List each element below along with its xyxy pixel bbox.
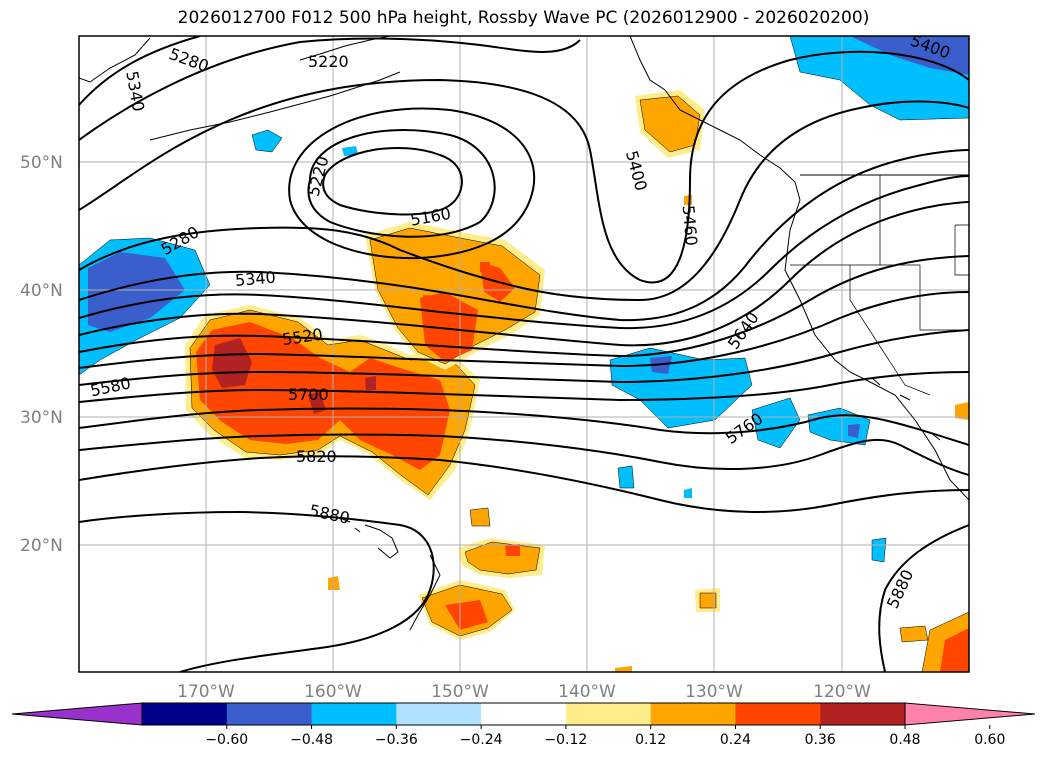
colorbar-tick-label: −0.60 — [205, 732, 248, 748]
contour-label: 5700 — [288, 385, 329, 404]
colorbar-segment — [735, 703, 821, 725]
lon-label: 140°W — [558, 682, 616, 702]
colorbar-segment — [396, 703, 482, 725]
colorbar-tick-label: −0.12 — [544, 732, 587, 748]
colorbar-tick-label: −0.24 — [460, 732, 503, 748]
colorbar: −0.60 −0.48 −0.36 −0.24 −0.12 0.12 0.24 0.36 0.4… — [11, 702, 1036, 748]
colorbar-segment — [820, 703, 906, 725]
colorbar-extend-low — [11, 702, 143, 726]
positive-anomaly-west-strong — [196, 322, 450, 470]
colorbar-segment — [311, 703, 397, 725]
map-plot-area: 5340 5280 5220 5220 5160 5280 5340 5520 … — [79, 36, 969, 672]
lon-label: 160°W — [304, 682, 362, 702]
lon-label: 150°W — [431, 682, 489, 702]
contour-label: 5820 — [296, 447, 337, 466]
lat-label: 50°N — [20, 153, 63, 173]
map-frame — [78, 35, 970, 673]
colorbar-tick-label: −0.48 — [290, 732, 333, 748]
lon-label: 120°W — [813, 682, 871, 702]
contour-label: 5220 — [308, 52, 349, 71]
contour-label: 5340 — [234, 267, 276, 289]
colorbar-segment — [481, 703, 567, 725]
latitude-labels: 50°N 40°N 30°N 20°N — [20, 153, 63, 556]
colorbar-tick-label: 0.12 — [635, 732, 666, 748]
positive-anomaly-west-core — [212, 338, 252, 388]
negative-anomaly-central — [609, 347, 753, 429]
colorbar-tick-label: 0.60 — [974, 732, 1005, 748]
colorbar-tick-label: 0.36 — [805, 732, 836, 748]
colorbar-tick-label: 0.48 — [889, 732, 920, 748]
colorbar-segment — [226, 703, 313, 725]
colorbar-segment — [565, 703, 652, 725]
colorbar-tick-label: 0.24 — [720, 732, 751, 748]
contour-label: 5460 — [679, 204, 701, 246]
colorbar-segment — [650, 703, 736, 725]
lon-label: 130°W — [685, 682, 743, 702]
lat-label: 20°N — [20, 536, 63, 556]
negative-anomaly-east — [751, 397, 801, 449]
colorbar-tick-label: −0.36 — [375, 732, 418, 748]
colorbar-extend-high — [904, 702, 1036, 726]
graticule — [79, 36, 969, 672]
negative-anomaly-west-core — [88, 252, 185, 332]
lat-label: 40°N — [20, 281, 63, 301]
lon-label: 170°W — [177, 682, 235, 702]
map-title: 2026012700 F012 500 hPa height, Rossby W… — [177, 8, 870, 28]
longitude-labels: 170°W 160°W 150°W 140°W 130°W 120°W — [177, 682, 871, 702]
lat-label: 30°N — [20, 408, 63, 428]
colorbar-segment — [142, 703, 228, 725]
height-contours — [79, 36, 969, 672]
colorbar-frame — [141, 702, 906, 726]
